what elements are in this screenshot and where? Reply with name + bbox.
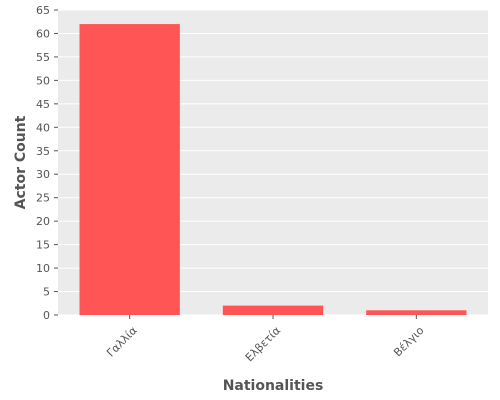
x-tick-label: Βέλγιο	[391, 324, 427, 360]
x-tick-label: Ελβετία	[243, 324, 283, 364]
y-tick-label: 35	[36, 145, 50, 158]
y-tick-label: 20	[36, 215, 50, 228]
y-tick-label: 60	[36, 27, 50, 40]
y-tick-label: 30	[36, 168, 50, 181]
y-axis-ticks: 0 5 10 15 20 25 30 35 40 45 50 55 60 65	[36, 4, 58, 322]
y-tick-label: 55	[36, 51, 50, 64]
x-tick-label: Γαλλία	[104, 324, 140, 360]
x-axis-title: Nationalities	[223, 378, 324, 394]
bar	[222, 305, 324, 315]
y-tick-label: 10	[36, 262, 50, 275]
y-tick-label: 5	[43, 286, 50, 299]
y-axis-title: Actor Count	[13, 115, 29, 209]
bars	[79, 24, 467, 315]
y-tick-label: 50	[36, 74, 50, 87]
y-tick-label: 40	[36, 121, 50, 134]
bar	[79, 24, 180, 315]
y-tick-label: 15	[36, 239, 50, 252]
y-tick-label: 65	[36, 4, 50, 17]
bar	[366, 310, 467, 315]
y-tick-label: 25	[36, 192, 50, 205]
x-axis-ticks: Γαλλία Ελβετία Βέλγιο	[104, 315, 427, 364]
y-tick-label: 45	[36, 98, 50, 111]
y-tick-label: 0	[43, 309, 50, 322]
